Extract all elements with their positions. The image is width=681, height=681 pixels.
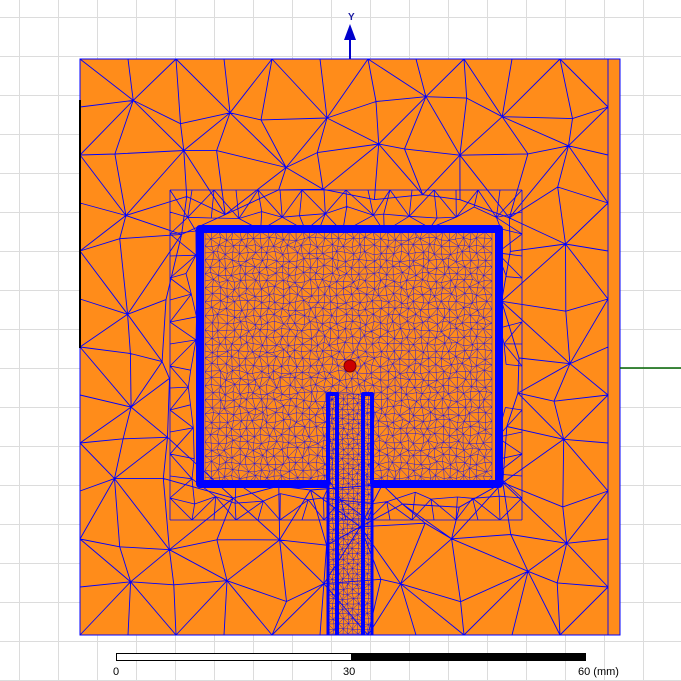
patch-edge-mesh — [196, 225, 503, 635]
y-axis: Y — [344, 12, 356, 59]
scale-label-mid: 30 — [343, 666, 356, 678]
scale-bar-fill — [351, 654, 585, 660]
scale-label-end: 60 (mm) — [578, 666, 619, 678]
origin-marker[interactable] — [343, 359, 357, 373]
coarse-mesh-lines — [79, 58, 609, 636]
scale-bar — [116, 653, 586, 661]
y-axis-arrow-icon — [344, 24, 356, 40]
y-axis-label: Y — [348, 12, 355, 23]
substrate-board[interactable] — [79, 58, 621, 636]
scale-label-start: 0 — [113, 666, 120, 678]
